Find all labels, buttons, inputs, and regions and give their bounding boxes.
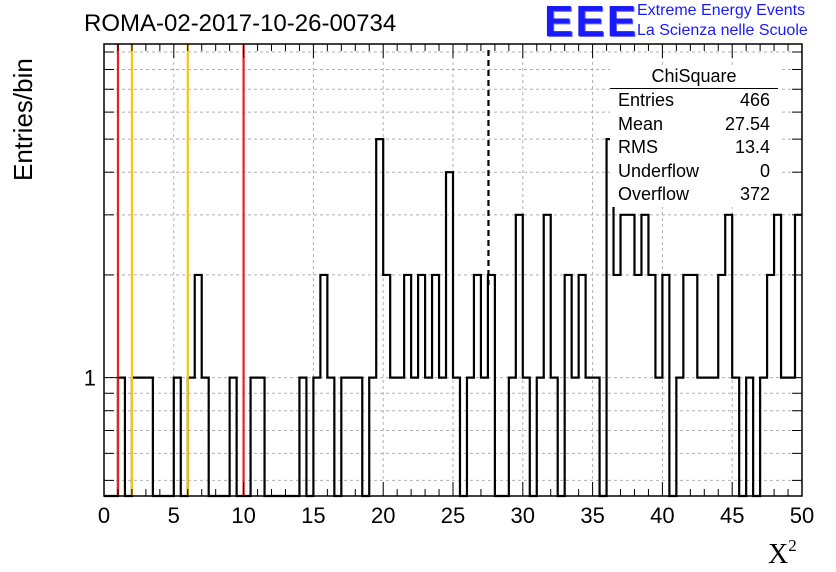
x-tick-label: 5	[168, 503, 180, 528]
x-tick-label: 20	[371, 503, 395, 528]
stats-row-overflow: Overflow 372	[610, 183, 780, 207]
histogram-series	[104, 138, 802, 498]
x-tick-label: 25	[441, 503, 465, 528]
x-axis-label-superscript: 2	[788, 536, 797, 555]
chart-title: ROMA-02-2017-10-26-00734	[84, 10, 397, 37]
logo-text-line2: La Scienza nelle Scuole	[637, 22, 808, 39]
x-tick-label: 30	[511, 503, 535, 528]
stats-label: RMS	[618, 137, 658, 157]
x-tick-label: 15	[301, 503, 325, 528]
stats-row-entries: Entries 466	[610, 89, 780, 113]
x-tick-label: 40	[650, 503, 674, 528]
stats-value: 372	[739, 184, 770, 204]
x-tick-label: 50	[790, 503, 814, 528]
stats-label: Underflow	[618, 160, 700, 181]
stats-label: Overflow	[618, 184, 690, 204]
x-tick-label: 45	[720, 503, 744, 528]
stats-value: 0	[759, 160, 770, 181]
stats-row-mean: Mean 27.54	[610, 113, 780, 137]
stats-label: Mean	[618, 113, 664, 134]
stats-label: Entries	[618, 90, 675, 110]
x-axis-label-base: X	[768, 539, 789, 570]
stats-title: ChiSquare	[610, 66, 778, 89]
stats-value: 13.4	[734, 137, 770, 157]
x-tick-label: 10	[231, 503, 255, 528]
x-tick-label: 35	[580, 503, 604, 528]
logo-text-line1: Extreme Energy Events	[637, 2, 806, 19]
stats-row-rms: RMS 13.4	[610, 136, 780, 160]
stats-value: 27.54	[724, 113, 770, 134]
y-tick-label: 1	[84, 366, 96, 391]
stats-value: 466	[739, 90, 770, 110]
x-tick-label: 0	[98, 503, 110, 528]
stats-row-underflow: Underflow 0	[610, 160, 780, 184]
x-axis-label: X2	[768, 536, 797, 571]
eee-logo: EEE	[544, 0, 639, 46]
y-axis-label: Entries/bin	[8, 58, 38, 181]
stats-box: ChiSquare Entries 466 Mean 27.54 RMS 13.4 U…	[610, 66, 780, 207]
